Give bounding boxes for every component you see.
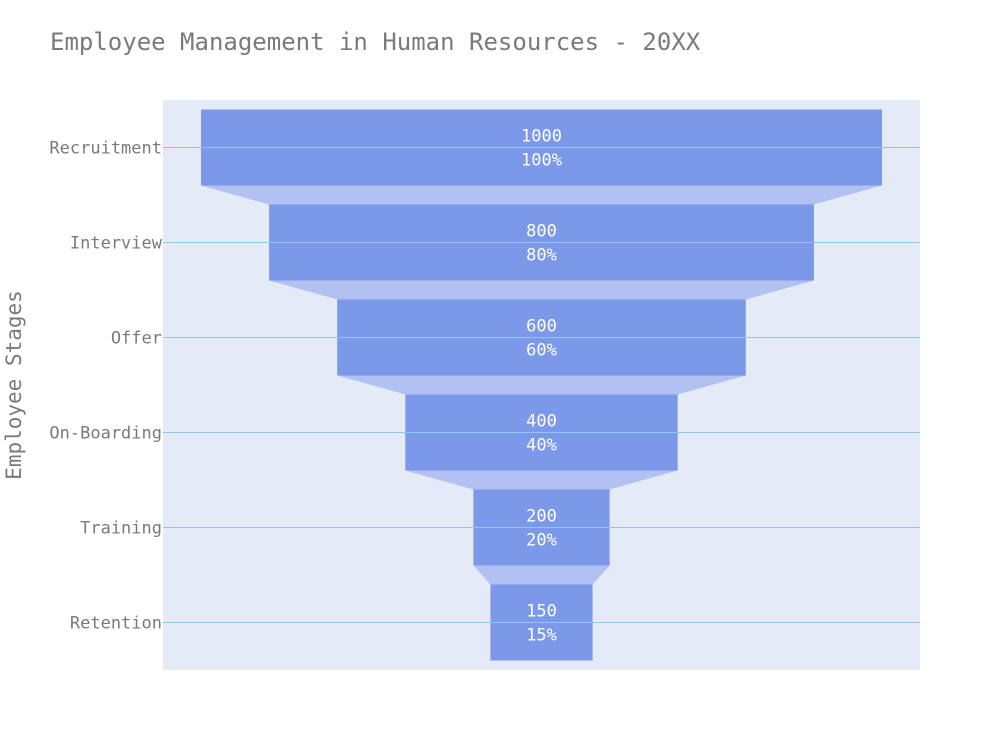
percent-label: 40%	[526, 436, 557, 456]
funnel-connector	[201, 185, 882, 205]
category-labels: Recruitment Interview Offer On-Boarding Trai…	[49, 139, 162, 634]
funnel-connector	[405, 470, 678, 490]
y-axis-label: Employee Stages	[2, 290, 26, 480]
category-label: Training	[80, 519, 162, 539]
value-label: 150	[526, 602, 557, 622]
funnel-connector	[473, 565, 610, 585]
percent-label: 100%	[521, 151, 562, 171]
funnel-value-labels: 1000 100% 800 80% 600 60% 400 40% 200 20% 150 15%	[521, 127, 562, 646]
chart-title: Employee Management in Human Resources -…	[50, 28, 701, 56]
funnel-connectors	[201, 185, 882, 585]
funnel-connector	[269, 280, 814, 300]
gridlines	[163, 147, 920, 623]
category-label: Retention	[70, 614, 162, 634]
value-label: 800	[526, 222, 557, 242]
value-label: 600	[526, 317, 557, 337]
percent-label: 20%	[526, 531, 557, 551]
percent-label: 80%	[526, 246, 557, 266]
category-label: On-Boarding	[49, 424, 162, 444]
value-label: 1000	[521, 127, 562, 147]
category-label: Offer	[111, 329, 162, 349]
value-label: 400	[526, 412, 557, 432]
percent-label: 15%	[526, 626, 557, 646]
category-label: Interview	[70, 234, 163, 254]
funnel-connector	[337, 375, 746, 395]
percent-label: 60%	[526, 341, 557, 361]
category-label: Recruitment	[49, 139, 162, 159]
value-label: 200	[526, 507, 557, 527]
